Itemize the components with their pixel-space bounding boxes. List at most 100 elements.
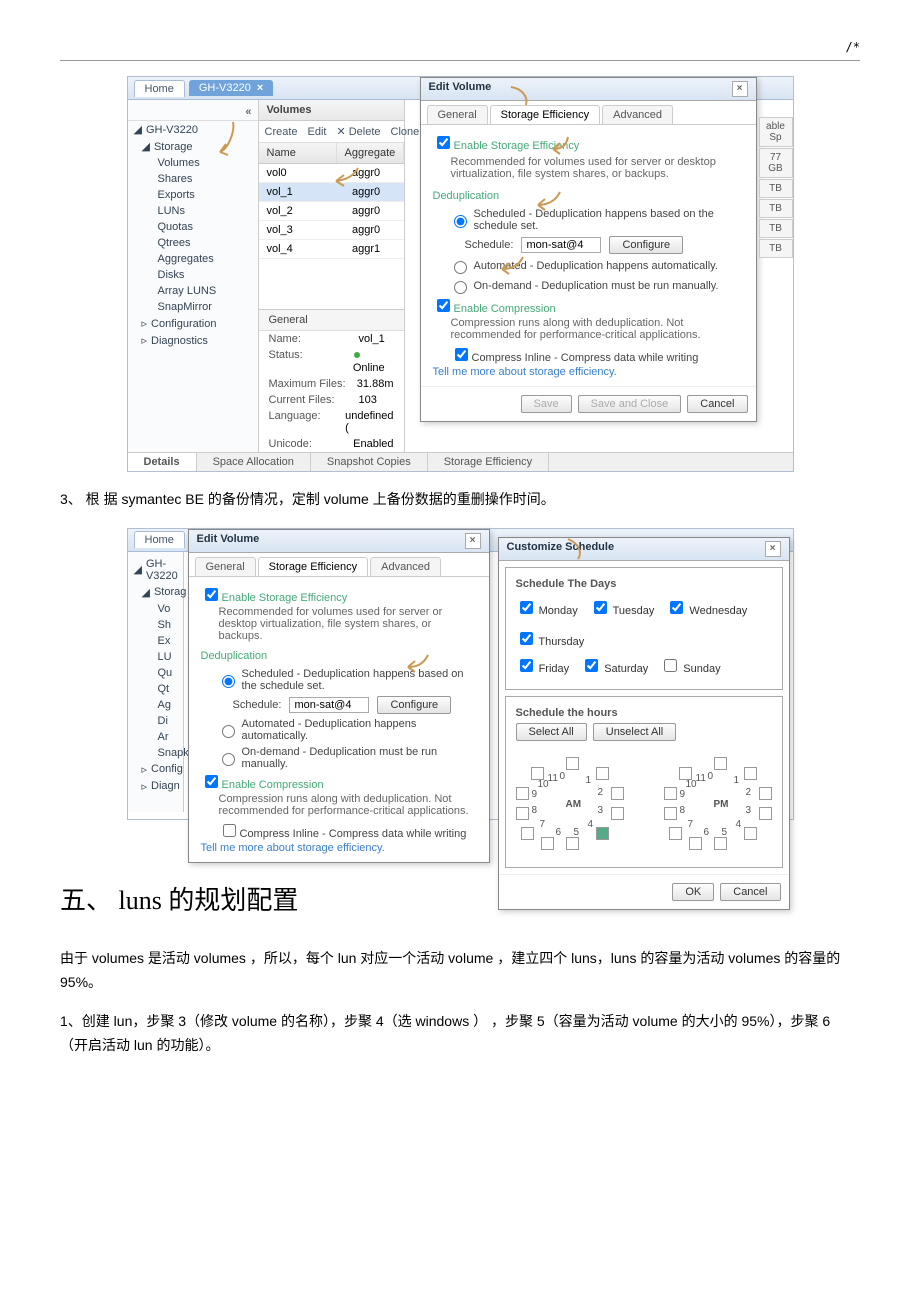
col-aggr[interactable]: Aggregate xyxy=(337,143,404,163)
day-wed[interactable]: Wednesday xyxy=(666,598,747,617)
tree-item[interactable]: Vo xyxy=(128,601,183,617)
schedule-input[interactable] xyxy=(521,237,601,253)
radio-ondemand[interactable]: On-demand - Deduplication must be run ma… xyxy=(433,276,744,296)
enable-eff-checkbox[interactable]: Enable Storage Efficiency xyxy=(433,140,580,152)
tab-details[interactable]: Details xyxy=(128,453,197,471)
tab-general[interactable]: General xyxy=(427,105,488,124)
day-sun[interactable]: Sunday xyxy=(660,656,720,675)
tree-item[interactable]: Qu xyxy=(128,665,183,681)
close-icon[interactable]: × xyxy=(465,533,481,549)
hour-cb[interactable] xyxy=(714,837,727,850)
hour-cb[interactable] xyxy=(516,807,529,820)
tab-home[interactable]: Home xyxy=(134,531,185,548)
table-row[interactable]: vol_2aggr0 xyxy=(259,202,404,221)
tree-volumes[interactable]: Volumes xyxy=(128,155,258,171)
tab-advanced[interactable]: Advanced xyxy=(602,105,673,124)
table-row[interactable]: vol_3aggr0 xyxy=(259,221,404,240)
tree-root[interactable]: ◢ GH-V3220 xyxy=(128,121,258,138)
tab-snapshot[interactable]: Snapshot Copies xyxy=(311,453,428,471)
tree-item[interactable]: Ex xyxy=(128,633,183,649)
tab-efficiency[interactable]: Storage Efficiency xyxy=(428,453,549,471)
tab-advanced[interactable]: Advanced xyxy=(370,557,441,576)
hour-cb[interactable] xyxy=(611,807,624,820)
day-fri[interactable]: Friday xyxy=(516,656,570,675)
tree-luns[interactable]: LUNs xyxy=(128,203,258,219)
tree-item[interactable]: Ag xyxy=(128,697,183,713)
radio-scheduled[interactable]: Scheduled - Deduplication happens based … xyxy=(433,206,744,234)
hour-cb[interactable] xyxy=(714,757,727,770)
close-icon[interactable]: × xyxy=(732,81,748,97)
radio-auto[interactable]: Automated - Deduplication happens automa… xyxy=(201,716,477,744)
hour-cb[interactable] xyxy=(541,837,554,850)
tree-disks[interactable]: Disks xyxy=(128,267,258,283)
hour-cb[interactable] xyxy=(596,767,609,780)
tab-home[interactable]: Home xyxy=(134,80,185,97)
col-name[interactable]: Name xyxy=(259,143,337,163)
delete-button[interactable]: ✕ Delete xyxy=(337,125,381,138)
hour-cb[interactable] xyxy=(744,827,757,840)
hour-cb[interactable] xyxy=(596,827,609,840)
tab-space[interactable]: Space Allocation xyxy=(197,453,311,471)
tab-active[interactable]: GH-V3220× xyxy=(189,80,273,96)
enable-eff-checkbox[interactable]: Enable Storage Efficiency xyxy=(201,592,348,604)
tree-shares[interactable]: Shares xyxy=(128,171,258,187)
schedule-input[interactable] xyxy=(289,697,369,713)
radio-ondemand[interactable]: On-demand - Deduplication must be run ma… xyxy=(201,744,477,772)
hour-cb[interactable] xyxy=(664,807,677,820)
day-mon[interactable]: Monday xyxy=(516,598,578,617)
hour-cb[interactable] xyxy=(516,787,529,800)
inline-checkbox[interactable]: Compress Inline - Compress data while wr… xyxy=(201,819,477,842)
tree-item[interactable]: Snapk xyxy=(128,745,183,761)
hour-cb[interactable] xyxy=(566,757,579,770)
tree-aggregates[interactable]: Aggregates xyxy=(128,251,258,267)
hour-cb[interactable] xyxy=(689,837,702,850)
hour-cb[interactable] xyxy=(759,807,772,820)
day-thu[interactable]: Thursday xyxy=(516,629,585,648)
hour-cb[interactable] xyxy=(669,827,682,840)
ok-button[interactable]: OK xyxy=(672,883,714,901)
day-sat[interactable]: Saturday xyxy=(581,656,648,675)
tree-storage[interactable]: ◢ Storag xyxy=(128,584,183,601)
tree-storage[interactable]: ◢ Storage xyxy=(128,138,258,155)
close-icon[interactable]: × xyxy=(765,541,781,557)
more-link[interactable]: Tell me more about storage efficiency. xyxy=(433,366,617,378)
tree-item[interactable]: Qt xyxy=(128,681,183,697)
tree-root[interactable]: ◢ GH-V3220 xyxy=(128,556,183,584)
cancel-button[interactable]: Cancel xyxy=(720,883,780,901)
hour-cb[interactable] xyxy=(521,827,534,840)
tree-exports[interactable]: Exports xyxy=(128,187,258,203)
radio-auto[interactable]: Automated - Deduplication happens automa… xyxy=(433,256,744,276)
hour-cb[interactable] xyxy=(566,837,579,850)
hour-cb[interactable] xyxy=(664,787,677,800)
collapse-icon[interactable]: « xyxy=(128,104,258,121)
configure-button[interactable]: Configure xyxy=(377,696,451,714)
unselect-all-button[interactable]: Unselect All xyxy=(593,723,676,741)
tree-item[interactable]: LU xyxy=(128,649,183,665)
more-link[interactable]: Tell me more about storage efficiency. xyxy=(201,842,385,854)
save-button[interactable]: Save xyxy=(521,395,572,413)
save-close-button[interactable]: Save and Close xyxy=(578,395,682,413)
tree-qtrees[interactable]: Qtrees xyxy=(128,235,258,251)
day-tue[interactable]: Tuesday xyxy=(590,598,655,617)
table-row[interactable]: vol_1aggr0 xyxy=(259,183,404,202)
inline-checkbox[interactable]: Compress Inline - Compress data while wr… xyxy=(433,343,744,366)
hour-cb[interactable] xyxy=(759,787,772,800)
tree-snapmirror[interactable]: SnapMirror xyxy=(128,299,258,315)
configure-button[interactable]: Configure xyxy=(609,236,683,254)
hour-cb[interactable] xyxy=(611,787,624,800)
tree-quotas[interactable]: Quotas xyxy=(128,219,258,235)
hour-cb[interactable] xyxy=(744,767,757,780)
close-icon[interactable]: × xyxy=(257,82,263,94)
table-row[interactable]: vol_4aggr1 xyxy=(259,240,404,259)
edit-button[interactable]: Edit xyxy=(308,125,327,138)
tree-item[interactable]: Ar xyxy=(128,729,183,745)
tree-item[interactable]: Sh xyxy=(128,617,183,633)
radio-scheduled[interactable]: Scheduled - Deduplication happens based … xyxy=(201,666,477,694)
tab-storage-eff[interactable]: Storage Efficiency xyxy=(258,557,368,576)
tree-config[interactable]: ▹ Configuration xyxy=(128,315,258,332)
create-button[interactable]: Create xyxy=(265,125,298,138)
tree-item[interactable]: Di xyxy=(128,713,183,729)
enable-comp-checkbox[interactable]: Enable Compression xyxy=(201,779,324,791)
tree-diag[interactable]: ▹ Diagnostics xyxy=(128,332,258,349)
tab-storage-eff[interactable]: Storage Efficiency xyxy=(490,105,600,124)
